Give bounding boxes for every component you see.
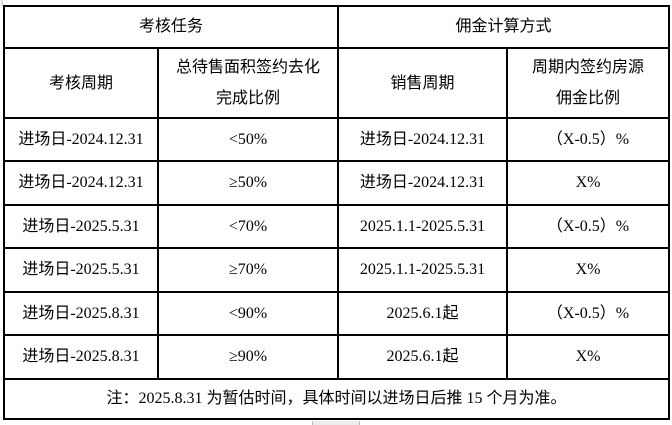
table-cell: 进场日-2024.12.31 [3,117,159,162]
table-cell: ≥70% [156,247,340,293]
text-cursor-artifact [1,0,3,6]
table-cell: 进场日-2025.5.31 [3,204,159,249]
table-cell: <70% [156,204,340,249]
footnote-text: 注：2025.8.31 为暂估时间，具体时间以进场日后推 15 个月为准。 [2,378,671,420]
table-row: 进场日-2024.12.31 <50% 进场日-2024.12.31 （X-0.… [3,117,671,162]
group-header-commission-method: 佣金计算方式 [337,5,671,49]
column-header-row: 考核周期 总待售面积签约去化 完成比例 销售周期 周期内签约房源 佣金比例 [3,47,671,119]
table-cell: 2025.6.1起 [337,291,509,336]
table-cell: 进场日-2025.8.31 [3,291,159,336]
table-row: 进场日-2025.8.31 ≥90% 2025.6.1起 X% [3,334,671,380]
table-cell: ≥90% [156,334,340,380]
table-cell: X% [506,160,671,206]
table-cell: 进场日-2024.12.31 [337,160,509,206]
table-cell: ≥50% [156,160,340,206]
column-header-completion-ratio: 总待售面积签约去化 完成比例 [156,47,340,119]
table-row: 进场日-2025.8.31 <90% 2025.6.1起 （X-0.5）% [3,291,671,336]
group-header-row: 考核任务 佣金计算方式 [2,5,671,49]
table-cell: 进场日-2024.12.31 [3,160,159,206]
table-cell: X% [506,247,671,293]
table-row: 进场日-2025.5.31 ≥70% 2025.1.1-2025.5.31 X% [3,247,671,293]
assessment-commission-table: 考核任务 佣金计算方式 考核周期 总待售面积签约去化 完成比例 销售周期 周期内… [2,5,671,420]
note-row: 注：2025.8.31 为暂估时间，具体时间以进场日后推 15 个月为准。 [2,378,671,420]
column-header-commission-ratio: 周期内签约房源 佣金比例 [506,47,671,119]
table-cell: （X-0.5）% [506,291,671,336]
column-header-sales-period: 销售周期 [337,47,509,119]
column-header-assessment-period: 考核周期 [3,47,159,119]
table-cell: X% [506,334,671,380]
table-cell: <90% [156,291,340,336]
table-cell: <50% [156,117,340,162]
group-header-assessment-task: 考核任务 [2,5,340,49]
table-row: 进场日-2025.5.31 <70% 2025.1.1-2025.5.31 （X… [3,204,671,249]
table-row: 进场日-2024.12.31 ≥50% 进场日-2024.12.31 X% [3,160,671,206]
table-cell: 2025.6.1起 [337,334,509,380]
table-cell: （X-0.5）% [506,204,671,249]
table-cell: 2025.1.1-2025.5.31 [337,247,509,293]
table-cell: （X-0.5）% [506,117,671,162]
table-cell: 2025.1.1-2025.5.31 [337,204,509,249]
horizontal-scrollbar-thumb[interactable] [312,421,360,425]
table-cell: 进场日-2025.5.31 [3,247,159,293]
table-cell: 进场日-2024.12.31 [337,117,509,162]
table-cell: 进场日-2025.8.31 [3,334,159,380]
